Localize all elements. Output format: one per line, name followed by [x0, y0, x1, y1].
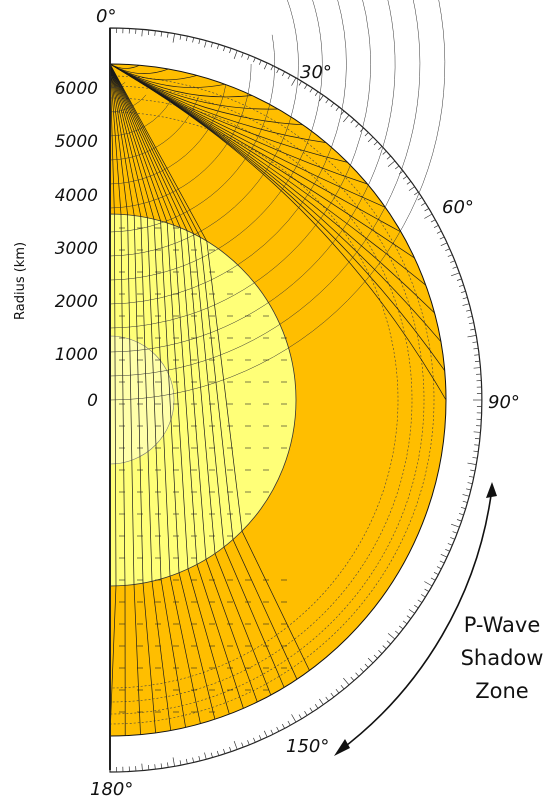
radius-scale: Radius (km) 6000 5000 4000 3000 2000 100…	[13, 79, 98, 411]
radius-tick-4000: 4000	[55, 186, 98, 206]
radius-tick-0: 0	[87, 391, 98, 411]
angle-label-150: 150°	[286, 736, 329, 757]
shadow-zone-label-line1: P-Wave	[464, 613, 541, 637]
radius-tick-2000: 2000	[55, 292, 98, 312]
radius-tick-1000: 1000	[55, 345, 98, 365]
angle-label-180: 180°	[90, 779, 133, 800]
shadow-zone-arrowhead-top	[486, 482, 497, 498]
radius-tick-3000: 3000	[55, 239, 98, 259]
shadow-zone-label-line2: Shadow	[461, 646, 544, 670]
radius-tick-6000: 6000	[55, 79, 98, 99]
shadow-zone-label-line3: Zone	[475, 679, 528, 703]
radius-tick-5000: 5000	[55, 132, 98, 152]
shadow-zone-arrowhead-bottom	[334, 739, 350, 756]
radius-axis-label: Radius (km)	[13, 242, 28, 320]
angle-label-0: 0°	[96, 6, 116, 27]
angle-label-90: 90°	[488, 392, 520, 413]
angle-label-30: 30°	[300, 62, 332, 83]
angle-label-60: 60°	[442, 197, 474, 218]
